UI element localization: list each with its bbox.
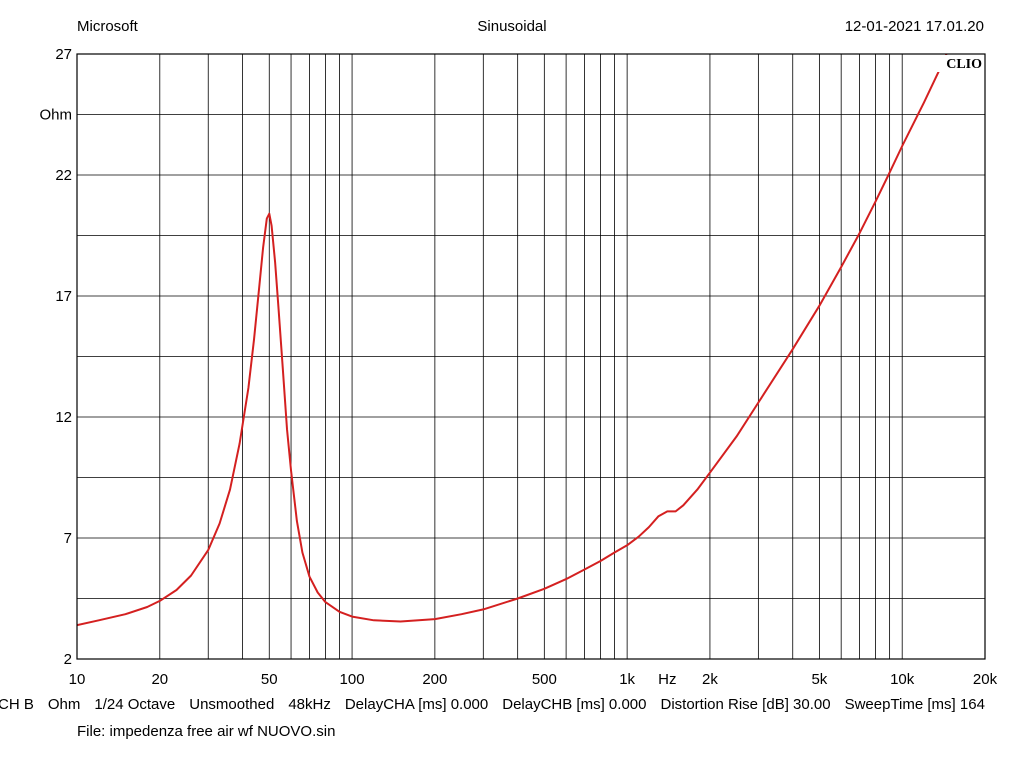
footer-param: Distortion Rise [dB] 30.00 xyxy=(660,696,831,713)
footer-param: CH B xyxy=(0,696,34,713)
x-tick-label: 5k xyxy=(811,671,827,688)
chart-series xyxy=(77,54,948,627)
y-tick-label: 27 xyxy=(55,46,72,63)
x-tick-label: 10 xyxy=(69,671,86,688)
y-tick-label: 12 xyxy=(55,409,72,426)
clio-logo-backing xyxy=(937,55,983,72)
x-tick-label: 100 xyxy=(340,671,365,688)
y-axis-unit-label: Ohm xyxy=(39,107,72,124)
x-tick-label: 20 xyxy=(151,671,168,688)
x-tick-label: 50 xyxy=(261,671,278,688)
chart-grid xyxy=(77,54,985,659)
x-tick-label: 2k xyxy=(702,671,718,688)
footer-param: SweepTime [ms] 164 xyxy=(844,696,985,713)
x-tick-label: 10k xyxy=(890,671,915,688)
header-timestamp: 12-01-2021 17.01.20 xyxy=(844,18,984,35)
footer-file-label: File: impedenza free air wf NUOVO.sin xyxy=(77,723,336,740)
x-tick-label: 200 xyxy=(422,671,447,688)
footer-param: 1/24 Octave xyxy=(94,696,176,713)
impedance-curve xyxy=(77,54,948,627)
y-tick-label: 17 xyxy=(55,288,72,305)
x-tick-label: 1k xyxy=(619,671,635,688)
y-tick-label: 7 xyxy=(64,530,72,547)
footer-param: Ohm xyxy=(47,696,81,713)
y-tick-label: 22 xyxy=(55,167,72,184)
header-left-label: Microsoft xyxy=(77,18,138,35)
footer-param: DelayCHA [ms] 0.000 xyxy=(344,696,489,713)
x-axis-unit-label: Hz xyxy=(658,671,676,688)
chart-axes: 10 20 50 100 200 500 1k 2k 5k 10k 20kHz2712172227O… xyxy=(39,46,997,688)
footer-param: Unsmoothed xyxy=(189,696,275,713)
footer-params: CH B Ohm 1/24 Octave Unsmoothed 48kHz DelayCH… xyxy=(0,696,999,713)
y-tick-label: 2 xyxy=(64,651,72,668)
clio-logo: CLIO xyxy=(946,57,982,72)
chart-title: Sinusoidal xyxy=(477,18,547,35)
x-tick-label: 20k xyxy=(973,671,998,688)
footer-param: 48kHz xyxy=(288,696,331,713)
footer-param: DelayCHB [ms] 0.000 xyxy=(502,696,647,713)
x-tick-label: 500 xyxy=(532,671,557,688)
plot-frame xyxy=(76,53,986,660)
